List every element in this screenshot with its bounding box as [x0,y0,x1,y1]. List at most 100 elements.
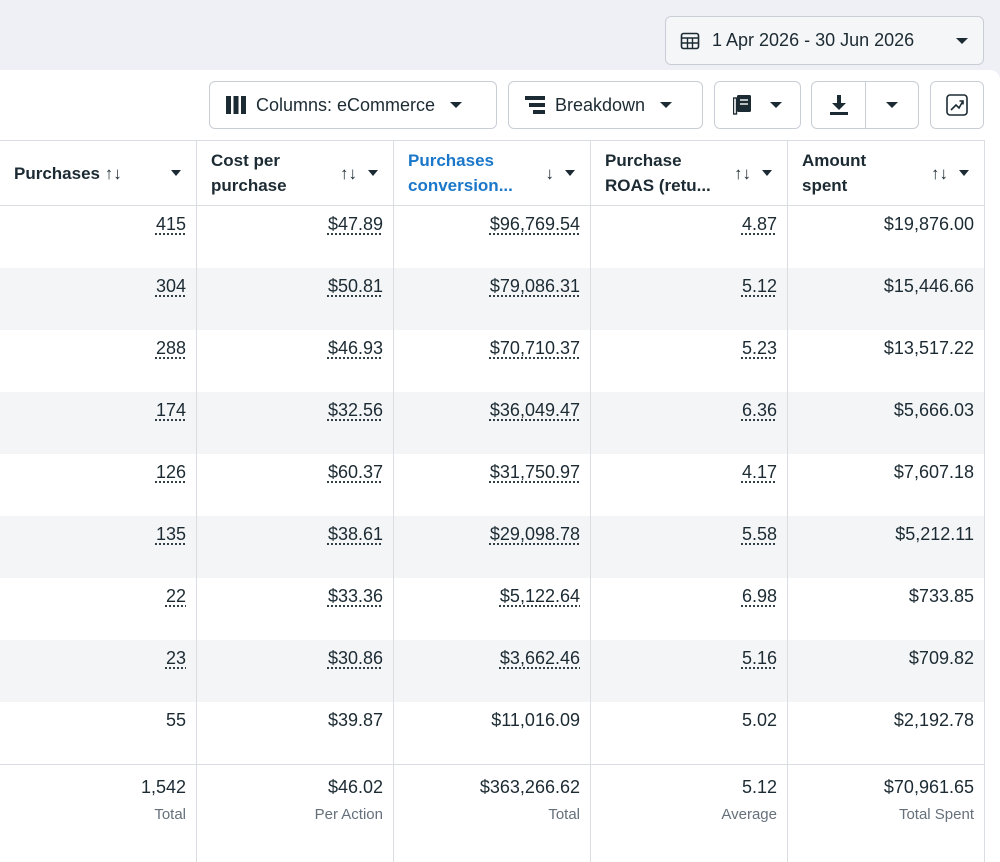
chevron-down-icon [769,100,783,110]
chart-button[interactable] [930,81,984,129]
cell-purchases: 288 [0,330,197,392]
cell-value[interactable]: $36,049.47 [489,400,580,420]
cell-value: $13,517.22 [883,338,974,358]
chevron-down-icon[interactable] [761,169,773,177]
chart-icon [946,94,968,116]
cell-amount-spent: $709.82 [788,640,985,702]
table-toolbar: Columns: eCommerce Breakdown [0,81,1000,129]
table-row: 22 $33.36 $5,122.64 6.98 $733.85 [0,578,985,640]
total-roas: 5.12 Average [591,765,788,862]
cell-amount-spent: $19,876.00 [788,206,985,268]
cell-value[interactable]: $79,086.31 [489,276,580,296]
cell-amount-spent: $2,192.78 [788,702,985,764]
cell-value[interactable]: $5,122.64 [499,586,580,606]
cell-value[interactable]: $50.81 [327,276,383,296]
date-range-picker[interactable]: 1 Apr 2026 - 30 Jun 2026 [665,16,984,65]
cell-value[interactable]: 126 [155,462,186,482]
column-header-purchase-roas[interactable]: Purchase ROAS (retu... ↑↓ [591,141,788,205]
calendar-icon [680,31,700,51]
column-header-purchases[interactable]: Purchases ↑↓ [0,141,197,205]
cell-conversion-value: $5,122.64 [394,578,591,640]
cell-cost-per-purchase: $33.36 [197,578,394,640]
cell-value[interactable]: 304 [155,276,186,296]
cell-value[interactable]: $47.89 [327,214,383,234]
sort-icon[interactable]: ↑↓ [340,163,357,183]
cell-cost-per-purchase: $38.61 [197,516,394,578]
cell-conversion-value: $29,098.78 [394,516,591,578]
cell-value[interactable]: 6.36 [741,400,777,420]
cell-value: $19,876.00 [883,214,974,234]
cell-value[interactable]: $31,750.97 [489,462,580,482]
cell-value[interactable]: 288 [155,338,186,358]
reports-icon [732,95,755,115]
cell-value[interactable]: 4.17 [741,462,777,482]
reports-button[interactable] [714,81,801,129]
cell-value[interactable]: $29,098.78 [489,524,580,544]
table-row: 174 $32.56 $36,049.47 6.36 $5,666.03 [0,392,985,454]
cell-value[interactable]: $70,710.37 [489,338,580,358]
cell-value: 5.02 [741,710,777,730]
chevron-down-icon[interactable] [170,169,182,177]
chevron-down-icon[interactable] [367,169,379,177]
cell-value[interactable]: 4.87 [741,214,777,234]
columns-label: Columns: eCommerce [256,94,436,115]
table-row: 135 $38.61 $29,098.78 5.58 $5,212.11 [0,516,985,578]
chevron-down-icon[interactable] [564,169,576,177]
cell-value: $11,016.09 [491,710,580,730]
cell-value[interactable]: 5.12 [741,276,777,296]
sort-icon[interactable]: ↑↓ [104,163,122,183]
breakdown-label: Breakdown [555,94,646,115]
cell-conversion-value: $31,750.97 [394,454,591,516]
cell-value[interactable]: $96,769.54 [489,214,580,234]
cell-value: $733.85 [908,586,974,606]
cell-value: $7,607.18 [893,462,974,482]
column-header-amount-spent[interactable]: Amount spent ↑↓ [788,141,985,205]
cell-value[interactable]: 5.16 [741,648,777,668]
columns-button[interactable]: Columns: eCommerce [209,81,497,129]
breakdown-icon [525,96,545,114]
cell-value[interactable]: $46.93 [327,338,383,358]
cell-roas: 6.36 [591,392,788,454]
cell-value[interactable]: 5.58 [741,524,777,544]
cell-value[interactable]: $32.56 [327,400,383,420]
cell-value[interactable]: 22 [165,586,186,606]
sort-descending-icon[interactable]: ↓ [545,163,555,183]
cell-value[interactable]: 415 [155,214,186,234]
cell-amount-spent: $5,666.03 [788,392,985,454]
total-amount-spent: $70,961.65 Total Spent [788,765,985,862]
cell-cost-per-purchase: $30.86 [197,640,394,702]
reporting-panel: Columns: eCommerce Breakdown [0,70,1000,862]
export-options-button[interactable] [865,82,918,128]
cell-roas: 5.23 [591,330,788,392]
cell-value[interactable]: $60.37 [327,462,383,482]
cell-amount-spent: $7,607.18 [788,454,985,516]
cell-value[interactable]: $38.61 [327,524,383,544]
columns-icon [226,96,246,114]
total-conversion-value: $363,266.62 Total [394,765,591,862]
cell-purchases: 126 [0,454,197,516]
column-header-purchases-conversion-value[interactable]: Purchases conversion... ↓ [394,141,591,205]
sort-icon[interactable]: ↑↓ [734,163,751,183]
cell-purchases: 415 [0,206,197,268]
cell-purchases: 135 [0,516,197,578]
cell-value[interactable]: 6.98 [741,586,777,606]
cell-amount-spent: $13,517.22 [788,330,985,392]
cell-value[interactable]: 23 [165,648,186,668]
chevron-down-icon[interactable] [958,169,970,177]
table-row: 126 $60.37 $31,750.97 4.17 $7,607.18 [0,454,985,516]
cell-value[interactable]: $30.86 [327,648,383,668]
breakdown-button[interactable]: Breakdown [508,81,703,129]
cell-value[interactable]: 5.23 [741,338,777,358]
cell-purchases: 55 [0,702,197,764]
sort-icon[interactable]: ↑↓ [931,163,948,183]
cell-value[interactable]: 135 [155,524,186,544]
column-header-cost-per-purchase[interactable]: Cost per purchase ↑↓ [197,141,394,205]
download-button[interactable] [812,82,865,128]
cell-purchases: 174 [0,392,197,454]
cell-value[interactable]: $33.36 [327,586,383,606]
cell-amount-spent: $15,446.66 [788,268,985,330]
cell-value[interactable]: 174 [155,400,186,420]
cell-cost-per-purchase: $60.37 [197,454,394,516]
cell-value[interactable]: $3,662.46 [499,648,580,668]
cell-value: $709.82 [908,648,974,668]
